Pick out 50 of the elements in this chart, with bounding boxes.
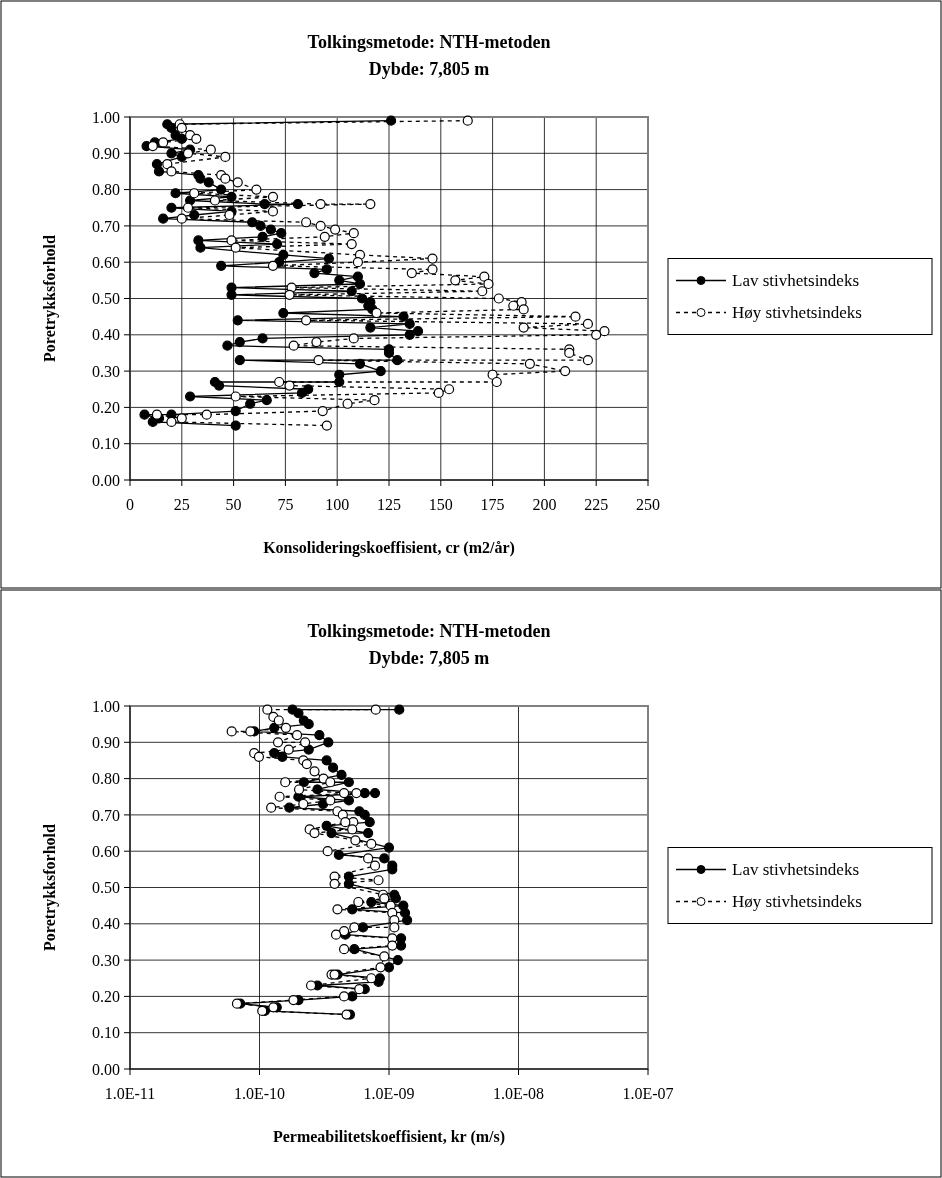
y-tick-label: 0.60 bbox=[92, 253, 120, 271]
y-tick-label: 0.20 bbox=[92, 988, 120, 1005]
x-axis-title: Permeabilitetskoeffisient, kr (m/s) bbox=[272, 1128, 506, 1146]
y-tick-label: 0.20 bbox=[92, 399, 120, 416]
y-tick-label: 0.30 bbox=[92, 362, 120, 380]
x-tick-label: 0 bbox=[126, 496, 134, 513]
y-tick-label: 0.10 bbox=[92, 1024, 120, 1042]
x-tick-label: 1.0E-09 bbox=[363, 1085, 415, 1102]
y-tick-label: 0.50 bbox=[92, 879, 120, 897]
x-tick-label: 25 bbox=[173, 496, 190, 513]
y-tick-label: 0.10 bbox=[92, 435, 120, 453]
y-tick-label: 0.80 bbox=[92, 181, 120, 199]
x-tick-label: 75 bbox=[277, 496, 294, 513]
y-tick-label: 0.00 bbox=[92, 1060, 120, 1078]
x-tick-label: 225 bbox=[584, 496, 609, 513]
legend-label: Lav stivhetsindeks bbox=[732, 860, 860, 880]
y-axis-title: Poretrykksforhold bbox=[41, 823, 59, 951]
y-tick-label: 0.90 bbox=[92, 733, 120, 751]
y-tick-label: 0.40 bbox=[92, 915, 120, 933]
legend-label: Høy stivhetsindeks bbox=[732, 892, 862, 912]
x-tick-label: 1.0E-08 bbox=[492, 1085, 545, 1102]
y-tick-label: 0.90 bbox=[92, 144, 120, 162]
y-tick-label: 0.80 bbox=[92, 770, 120, 788]
x-tick-label: 50 bbox=[225, 496, 242, 513]
y-axis-title: Poretrykksforhold bbox=[41, 234, 59, 362]
y-tick-label: 0.30 bbox=[92, 951, 120, 969]
x-tick-label: 125 bbox=[377, 496, 401, 513]
x-tick-label: 1.0E-07 bbox=[622, 1085, 674, 1102]
x-tick-label: 200 bbox=[532, 496, 557, 513]
y-tick-label: 1.00 bbox=[92, 697, 120, 715]
x-tick-label: 100 bbox=[325, 496, 350, 513]
y-tick-label: 0.60 bbox=[92, 842, 120, 860]
y-tick-label: 0.50 bbox=[92, 290, 120, 308]
y-tick-label: 0.00 bbox=[92, 471, 120, 489]
chart-title: Tolkingsmetode: NTH-metoden bbox=[307, 32, 551, 52]
chart-title: Tolkingsmetode: NTH-metoden bbox=[307, 621, 551, 641]
y-tick-label: 0.70 bbox=[92, 217, 120, 235]
y-tick-label: 0.40 bbox=[92, 326, 120, 344]
x-tick-label: 1.0E-11 bbox=[104, 1085, 156, 1102]
chart-subtitle: Dybde: 7,805 m bbox=[368, 648, 490, 668]
legend-label: Lav stivhetsindeks bbox=[732, 271, 860, 291]
chart-subtitle: Dybde: 7,805 m bbox=[368, 59, 490, 79]
x-tick-label: 150 bbox=[428, 496, 453, 513]
x-tick-label: 1.0E-10 bbox=[233, 1085, 286, 1102]
x-axis-title: Konsolideringskoeffisient, cr (m2/år) bbox=[263, 539, 515, 557]
y-tick-label: 0.70 bbox=[92, 806, 120, 824]
x-tick-label: 175 bbox=[480, 496, 505, 513]
y-tick-label: 1.00 bbox=[92, 108, 120, 126]
x-tick-label: 250 bbox=[636, 496, 660, 513]
legend-label: Høy stivhetsindeks bbox=[732, 303, 862, 323]
